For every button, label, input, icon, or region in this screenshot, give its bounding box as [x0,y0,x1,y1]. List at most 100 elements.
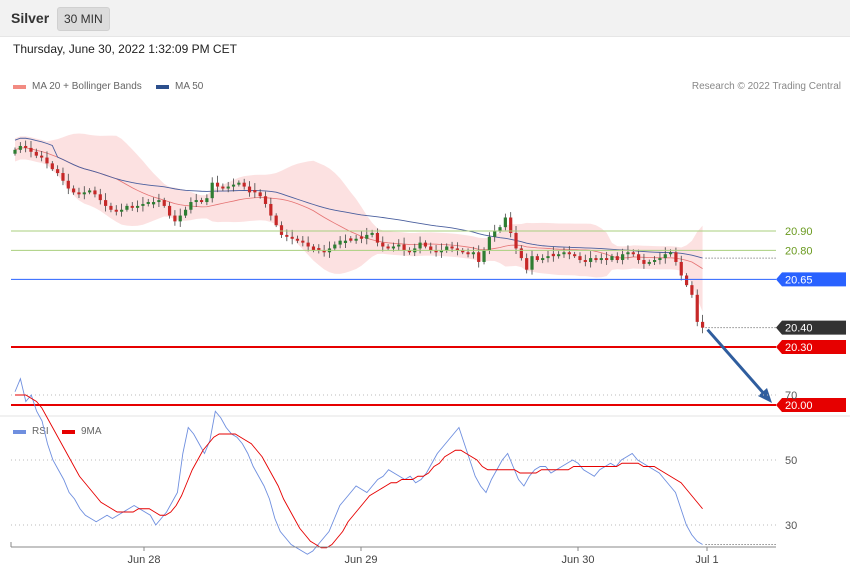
candle-body [567,252,571,255]
candle-body [642,260,646,264]
candle-body [573,254,577,257]
symbol-title: Silver [11,10,50,26]
candle-body [295,238,300,241]
candle-body [381,242,385,247]
legend-ma50: MA 50 [156,81,203,92]
support-label: 20.00 [785,400,813,412]
candle-body [391,246,396,249]
candle-body [263,196,268,204]
last-price-label: 20.40 [785,323,813,335]
candle-body [578,256,582,261]
candle-body [557,254,561,257]
candle-body [66,180,70,189]
candle-body [455,248,459,251]
candle-body [679,261,683,276]
candle-body [397,244,401,247]
candle-body [530,256,534,270]
candle-body [61,173,65,181]
candle-body [279,225,284,235]
legend-ma20-label: MA 20 + Bollinger Bands [32,81,142,92]
ma50-swatch [156,84,169,89]
candle-body [349,238,353,241]
candle-body [82,192,86,195]
candle-body [56,169,60,174]
x-tick-label: Jun 29 [344,554,377,566]
candle-body [40,155,44,158]
candle-body [525,258,529,270]
candle-body [45,157,49,164]
candle-body [471,252,475,255]
support-label: 20.30 [785,342,813,354]
candle-body [498,227,502,232]
timeframe-button[interactable]: 30 MIN [57,7,110,31]
candle-body [610,256,614,261]
candle-body [199,200,204,203]
candle-body [663,254,667,259]
candle-body [274,215,278,226]
candle-body [125,205,129,210]
candle-body [621,254,625,261]
candle-body [343,240,348,244]
candle-body [354,238,358,241]
support-tag [776,398,846,412]
credit-text: Research © 2022 Trading Central [691,81,841,92]
last-price-tag [776,320,846,335]
ma50-line [14,137,703,259]
pivot-tag [776,272,846,287]
timestamp: Thursday, June 30, 2022 1:32:09 PM CET [13,42,237,56]
candle-body [114,209,118,212]
legend-ma20: MA 20 + Bollinger Bands [13,81,142,92]
candle-body [162,200,166,206]
candle-body [695,294,699,322]
candle-body [173,215,177,222]
candle-body [690,285,694,295]
ma20-swatch [13,84,26,89]
candle-body [77,192,81,195]
candle-body [290,236,294,239]
candle-body [18,145,22,150]
candle-body [141,203,145,206]
candle-body [541,258,545,261]
resistance-label: 20.80 [785,245,813,257]
candle-body [375,232,380,243]
candle-body [167,205,172,216]
candle-body [418,242,422,249]
candle-body [700,321,705,328]
candle-body [519,248,523,259]
candle-body [599,258,603,261]
candle-body [285,234,289,237]
candle-body [226,186,230,189]
legend-9ma-label: 9MA [81,426,102,437]
candle-body [359,236,364,239]
candle-body [647,261,651,264]
candle-body [439,250,443,253]
candle-body [242,182,246,187]
candle-body [626,252,630,255]
candle-body [551,253,555,257]
rsi-tick-label: 50 [785,455,797,467]
forecast-arrow-head [758,388,772,403]
candle-body [301,240,305,243]
candle-body [637,254,641,261]
legend-rsi: RSI [13,426,49,437]
candle-body [109,205,113,210]
candle-body [98,194,102,201]
candle-body [146,202,150,204]
candle-body [311,246,316,251]
candle-body [338,240,342,245]
candle-body [668,252,673,255]
legend-rsi-label: RSI [32,426,49,437]
candle-body [450,246,454,249]
candle-body [583,260,587,262]
candle-body [653,260,657,262]
candle-body [178,215,182,222]
candle-body [589,258,593,262]
candle-body [535,256,539,261]
x-tick-label: Jul 1 [695,554,718,566]
candle-body [189,202,193,210]
candle-body [317,248,321,251]
candle-body [135,205,140,208]
candle-body [221,186,225,189]
candle-body [215,182,220,187]
candle-body [258,192,262,197]
